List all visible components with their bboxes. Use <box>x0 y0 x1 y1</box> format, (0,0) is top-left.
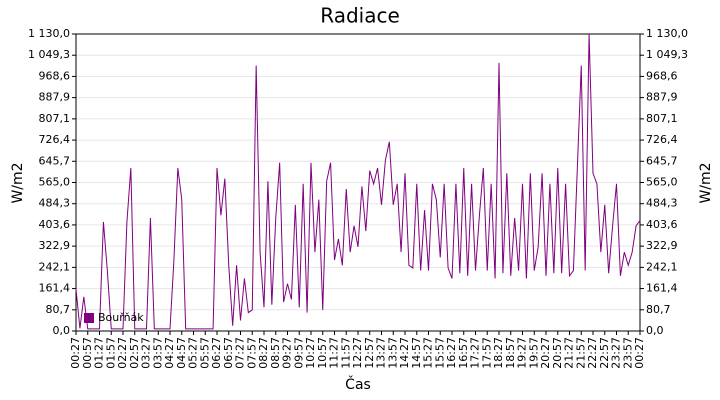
x-tick-label: 06:57 <box>222 337 235 369</box>
x-tick-label: 01:27 <box>93 337 106 369</box>
x-tick-label: 21:27 <box>563 337 576 369</box>
x-tick-label: 05:27 <box>187 337 200 369</box>
y2-tick-label: 887,9 <box>646 91 678 104</box>
y-tick-label: 161,4 <box>39 282 71 295</box>
x-tick-label: 04:57 <box>175 337 188 369</box>
y-tick-label: 726,4 <box>39 133 71 146</box>
x-tick-label: 23:57 <box>621 337 634 369</box>
legend-swatch <box>84 313 94 323</box>
y-tick-label: 1 049,3 <box>28 48 70 61</box>
x-tick-label: 20:57 <box>551 337 564 369</box>
y-tick-label: 645,7 <box>39 154 71 167</box>
x-tick-label: 16:57 <box>457 337 470 369</box>
x-tick-label: 08:57 <box>269 337 282 369</box>
x-tick-label: 13:57 <box>386 337 399 369</box>
x-tick-label: 14:27 <box>398 337 411 369</box>
y-tick-label: 887,9 <box>39 91 71 104</box>
y-tick-label: 1 130,0 <box>28 27 70 40</box>
x-tick-label: 18:57 <box>504 337 517 369</box>
x-tick-label: 23:27 <box>610 337 623 369</box>
x-tick-label: 17:27 <box>469 337 482 369</box>
x-tick-label: 22:57 <box>598 337 611 369</box>
x-tick-label: 21:57 <box>574 337 587 369</box>
x-tick-label: 02:57 <box>128 337 141 369</box>
x-tick-label: 13:27 <box>375 337 388 369</box>
y-tick-label: 565,0 <box>39 176 71 189</box>
y-tick-label: 0,0 <box>53 324 71 337</box>
x-tick-label: 18:27 <box>492 337 505 369</box>
x-tick-label: 03:27 <box>140 337 153 369</box>
x-tick-label: 15:57 <box>433 337 446 369</box>
y-axis-label: W/m2 <box>10 162 26 203</box>
y2-tick-label: 968,6 <box>646 69 678 82</box>
y2-tick-label: 726,4 <box>646 133 678 146</box>
x-tick-label: 15:27 <box>422 337 435 369</box>
x-tick-label: 03:57 <box>151 337 164 369</box>
x-tick-label: 10:27 <box>304 337 317 369</box>
y2-tick-label: 161,4 <box>646 282 678 295</box>
x-tick-label: 09:27 <box>281 337 294 369</box>
x-tick-label: 12:27 <box>351 337 364 369</box>
chart-title: Radiace <box>320 4 400 28</box>
y2-tick-label: 1 049,3 <box>646 48 688 61</box>
y-tick-label: 403,6 <box>39 218 71 231</box>
x-tick-label: 05:57 <box>198 337 211 369</box>
y2-tick-label: 242,1 <box>646 260 678 273</box>
x-tick-label: 16:27 <box>445 337 458 369</box>
y2-tick-label: 322,9 <box>646 239 678 252</box>
y2-tick-label: 0,0 <box>646 324 664 337</box>
x-tick-label: 04:27 <box>163 337 176 369</box>
y2-tick-label: 807,1 <box>646 112 678 125</box>
x-tick-label: 14:57 <box>410 337 423 369</box>
series-line <box>75 33 641 330</box>
y-tick-label: 968,6 <box>39 69 71 82</box>
x-tick-label: 11:27 <box>328 337 341 369</box>
y2-tick-label: 484,3 <box>646 197 678 210</box>
y2-tick-label: 1 130,0 <box>646 27 688 40</box>
y2-tick-label: 645,7 <box>646 154 678 167</box>
y2-tick-label: 403,6 <box>646 218 678 231</box>
x-tick-label: 11:57 <box>339 337 352 369</box>
x-tick-label: 01:57 <box>104 337 117 369</box>
y-tick-label: 242,1 <box>39 260 71 273</box>
y-tick-label: 322,9 <box>39 239 71 252</box>
y2-tick-label: 565,0 <box>646 176 678 189</box>
x-tick-label: 19:57 <box>527 337 540 369</box>
y-tick-label: 80,7 <box>46 303 71 316</box>
x-axis-label: Čas <box>345 375 371 393</box>
x-tick-label: 10:57 <box>316 337 329 369</box>
x-tick-label: 12:57 <box>363 337 376 369</box>
y-tick-label: 484,3 <box>39 197 71 210</box>
x-tick-label: 09:57 <box>292 337 305 369</box>
x-tick-label: 00:27 <box>633 337 646 369</box>
legend-label: Bouřňák <box>98 311 144 324</box>
y-tick-label: 807,1 <box>39 112 71 125</box>
y2-tick-label: 80,7 <box>646 303 671 316</box>
x-tick-label: 08:27 <box>257 337 270 369</box>
y2-axis-label: W/m2 <box>698 162 714 203</box>
plot-frame <box>75 33 641 332</box>
x-tick-label: 20:27 <box>539 337 552 369</box>
x-tick-label: 07:57 <box>245 337 258 369</box>
x-tick-label: 17:57 <box>480 337 493 369</box>
x-tick-label: 00:57 <box>81 337 94 369</box>
x-tick-label: 19:27 <box>516 337 529 369</box>
x-tick-label: 02:27 <box>116 337 129 369</box>
x-tick-label: 22:27 <box>586 337 599 369</box>
x-tick-label: 07:27 <box>234 337 247 369</box>
x-tick-label: 06:27 <box>210 337 223 369</box>
x-tick-label: 00:27 <box>69 337 82 369</box>
